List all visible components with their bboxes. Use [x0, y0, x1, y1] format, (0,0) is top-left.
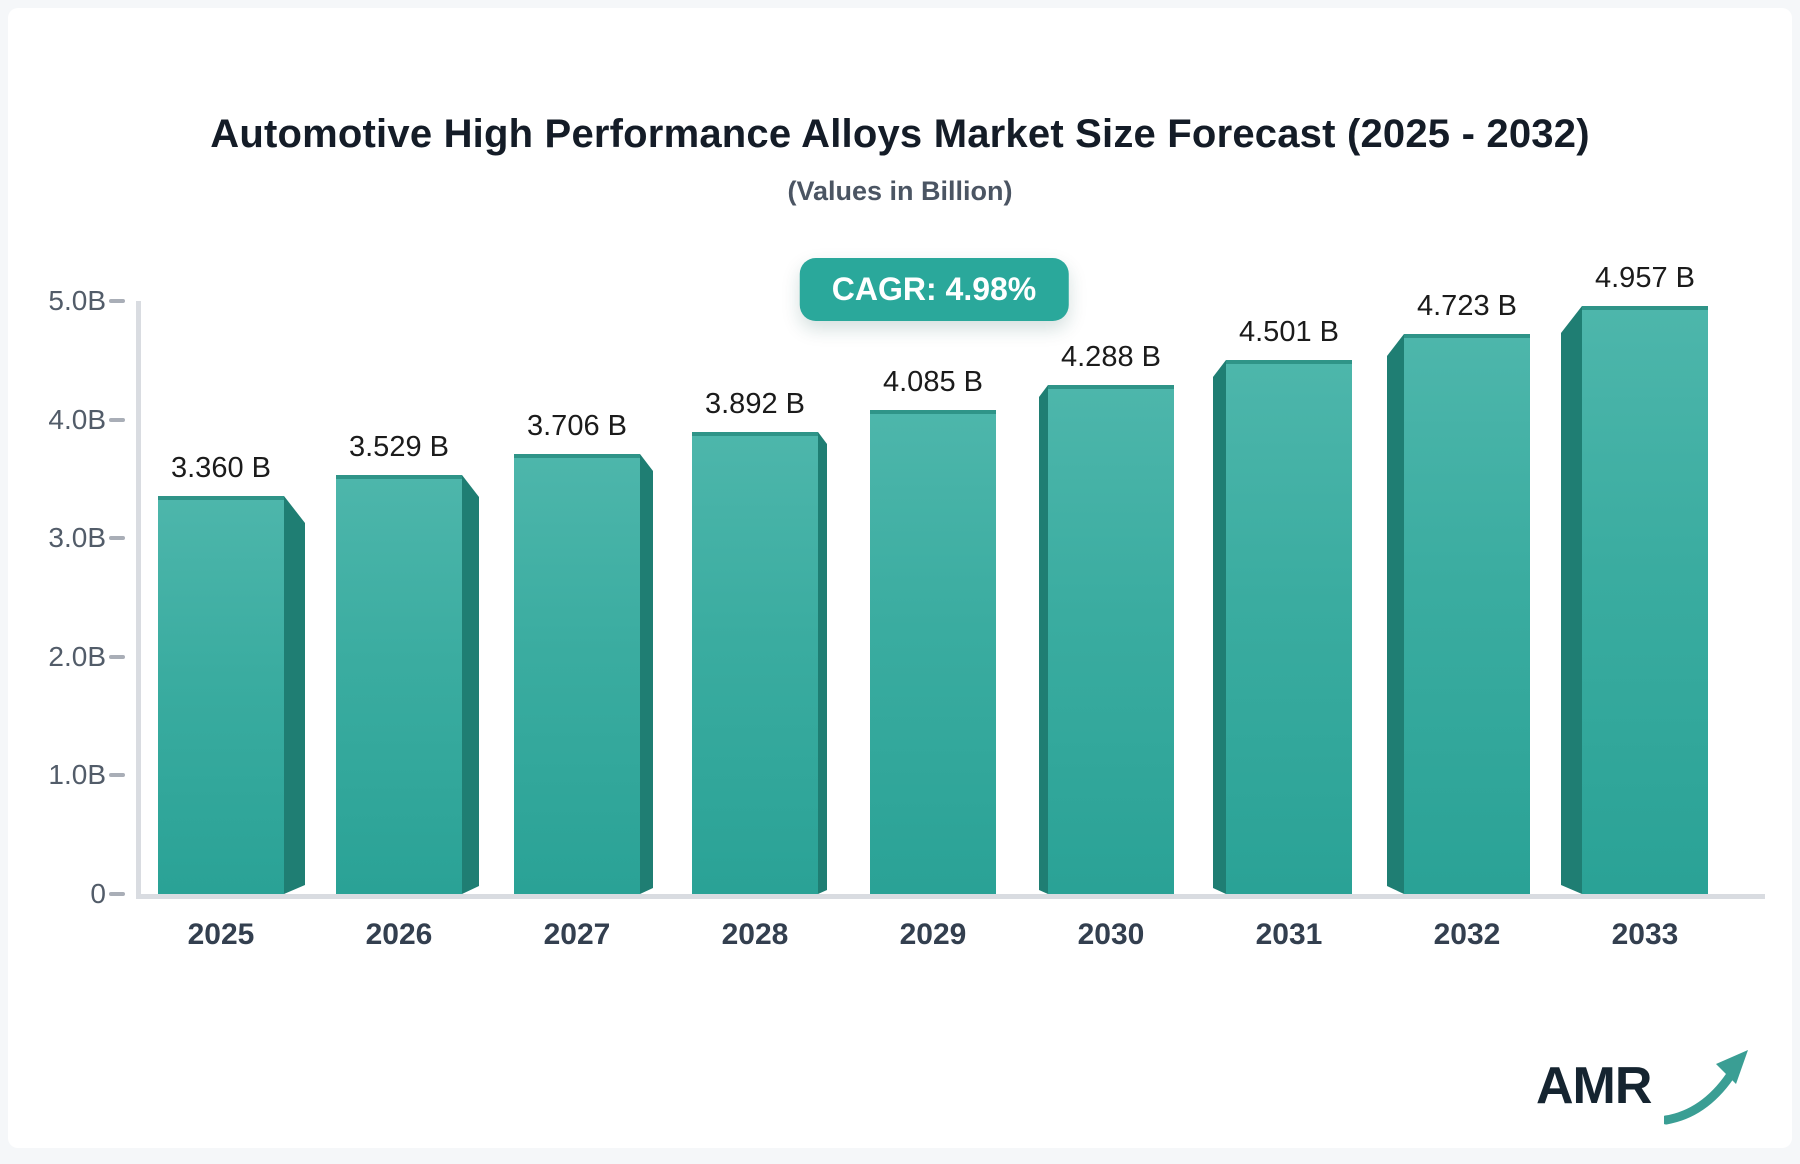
bar-2033	[1582, 306, 1708, 894]
cagr-badge: CAGR: 4.98%	[799, 258, 1069, 321]
y-tick-label: 3.0B	[48, 522, 106, 554]
bar-value-label: 4.723 B	[1417, 290, 1517, 322]
chart-card: Automotive High Performance Alloys Marke…	[8, 8, 1792, 1148]
bar-2028	[692, 432, 818, 894]
bar-value-label: 3.706 B	[527, 410, 627, 442]
bar-side-face	[1039, 385, 1048, 894]
x-axis-baseline	[136, 894, 1765, 899]
chart-subtitle: (Values in Billion)	[787, 176, 1013, 206]
chart-title: Automotive High Performance Alloys Marke…	[210, 112, 1590, 156]
y-tick-label: 2.0B	[48, 640, 106, 672]
bar-value-label: 3.892 B	[705, 388, 805, 420]
x-tick-label: 2025	[187, 918, 255, 951]
y-axis-line	[136, 301, 141, 899]
y-tick-mark	[109, 417, 125, 422]
bar-side-face	[1213, 360, 1226, 894]
bar-value-label: 4.957 B	[1595, 262, 1695, 294]
y-tick-label: 5.0B	[48, 285, 106, 316]
bar-value-label: 3.360 B	[171, 452, 271, 484]
bar-value-label: 4.288 B	[1061, 341, 1161, 373]
x-tick-label: 2026	[365, 918, 433, 951]
bar-chart: 0 1.0B 2.0B 3.0B 4.0B 5.0B 3.360 B 2025 3.529 B 2…	[8, 8, 1800, 1164]
y-tick-label: 0	[90, 878, 106, 909]
bar-2030	[1048, 385, 1174, 894]
bar-value-label: 4.501 B	[1239, 316, 1339, 348]
y-tick-mark	[109, 892, 125, 896]
y-tick-mark	[109, 299, 125, 303]
bar-side-face	[462, 475, 479, 894]
y-tick-mark	[109, 773, 125, 778]
bar-side-face	[1387, 334, 1404, 894]
x-tick-label: 2029	[899, 918, 967, 951]
y-tick-mark	[109, 654, 125, 659]
x-tick-label: 2031	[1255, 918, 1323, 951]
bar-2031	[1226, 360, 1352, 894]
bar-value-label: 4.085 B	[883, 366, 983, 398]
bar-2025	[158, 496, 284, 894]
bar-value-label: 3.529 B	[349, 431, 449, 463]
bar-2029	[870, 410, 996, 894]
x-tick-label: 2028	[721, 918, 789, 951]
x-tick-label: 2033	[1611, 918, 1679, 951]
y-tick-label: 1.0B	[48, 759, 106, 791]
y-tick-label: 4.0B	[48, 403, 106, 435]
x-tick-label: 2027	[543, 918, 611, 951]
bar-2032	[1404, 334, 1530, 894]
y-tick-mark	[109, 536, 125, 541]
x-tick-label: 2032	[1433, 918, 1501, 951]
amr-logo-text: AMR	[1536, 1057, 1652, 1115]
bar-side-face	[1561, 306, 1582, 894]
amr-logo: AMR	[1536, 1046, 1748, 1130]
bar-2026	[336, 475, 462, 894]
x-tick-label: 2030	[1077, 918, 1145, 951]
growth-arrow-icon	[1664, 1050, 1748, 1125]
bar-side-face	[640, 454, 653, 894]
bar-2027	[514, 454, 640, 894]
bar-side-face	[284, 496, 305, 894]
bar-side-face	[818, 432, 827, 894]
